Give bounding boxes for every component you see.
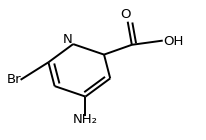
Text: NH₂: NH₂ (73, 113, 98, 126)
Text: N: N (63, 33, 73, 46)
Text: O: O (121, 8, 131, 21)
Text: Br: Br (7, 73, 21, 86)
Text: OH: OH (163, 35, 183, 48)
